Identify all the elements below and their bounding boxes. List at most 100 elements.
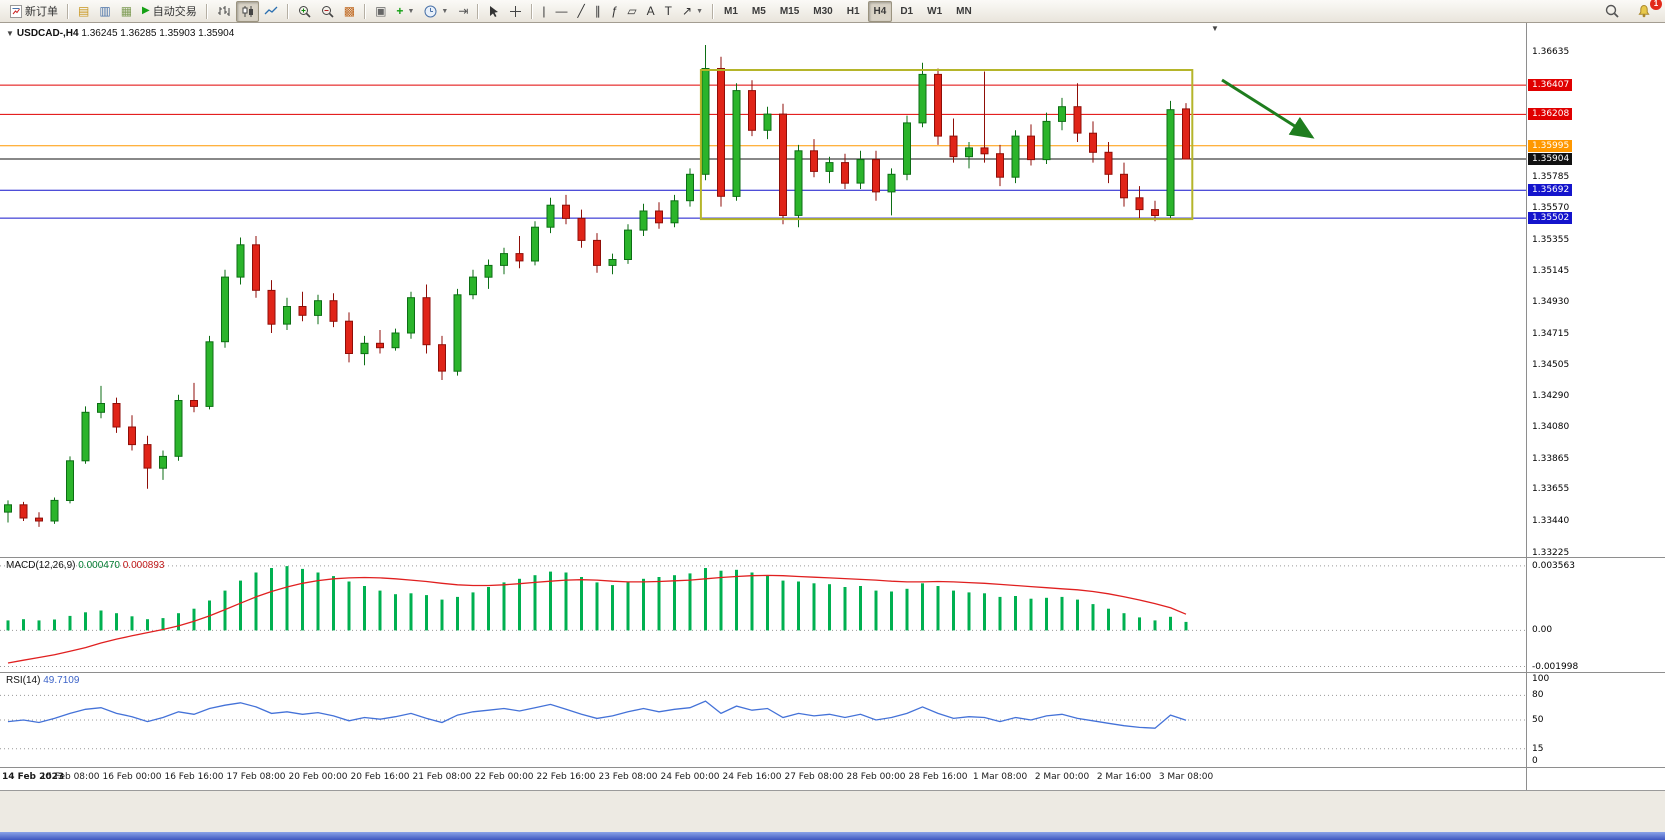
rsi-scale-tick: 0 bbox=[1532, 756, 1538, 766]
chart-ohlc-values: 1.36245 1.36285 1.35903 1.35904 bbox=[81, 28, 235, 39]
autotrading-label: 自动交易 bbox=[152, 6, 197, 18]
macd-signal-line bbox=[7, 574, 1187, 664]
macd-panel: 0.003563 0.00 -0.001998 MACD(12,26,9) 0.00… bbox=[0, 558, 1665, 672]
timeframe-button-h1[interactable]: H1 bbox=[846, 5, 860, 17]
timeframe-group: M1 M5 M15 M30 H1 H4 D1 W1 MN bbox=[718, 0, 978, 22]
one-click-trading-toggle[interactable]: ▼ bbox=[6, 29, 14, 38]
new-order-button[interactable]: 新订单 bbox=[5, 1, 63, 22]
trendline-tool[interactable]: ╱ bbox=[573, 1, 590, 22]
macd-name: MACD(12,26,9) bbox=[6, 560, 76, 571]
tile-windows-button[interactable]: ▣ bbox=[370, 1, 391, 22]
macd-label: MACD(12,26,9) 0.000470 0.000893 bbox=[6, 560, 164, 571]
crosshair-button[interactable] bbox=[504, 1, 527, 22]
market-watch-icon: ▤ bbox=[78, 4, 90, 18]
timeframe-button-mn[interactable]: MN bbox=[956, 5, 972, 17]
price-chart-canvas[interactable] bbox=[0, 23, 1526, 557]
rsi-scale-tick: 100 bbox=[1532, 674, 1550, 684]
cursor-button[interactable] bbox=[483, 1, 504, 22]
price-tick: 1.34080 bbox=[1532, 421, 1570, 432]
timeframe-button-m15[interactable]: M15 bbox=[779, 5, 800, 17]
time-axis-label: 22 Feb 00:00 bbox=[474, 772, 534, 782]
notifications-button[interactable]: 1 bbox=[1632, 0, 1662, 22]
time-axis-label: 28 Feb 00:00 bbox=[846, 772, 906, 782]
price-tick: 1.34505 bbox=[1532, 359, 1570, 370]
time-axis-label: 20 Feb 16:00 bbox=[350, 772, 410, 782]
time-axis-label: 27 Feb 08:00 bbox=[784, 772, 844, 782]
rsi-panel: 100 80 50 15 0 RSI(14) 49.7109 bbox=[0, 673, 1665, 767]
time-axis-label: 3 Mar 08:00 bbox=[1158, 772, 1214, 782]
text-tool[interactable]: A bbox=[642, 1, 660, 22]
macd-signal-value: 0.000893 bbox=[122, 560, 165, 571]
rsi-scale-tick: 15 bbox=[1532, 743, 1544, 754]
vertical-line-tool[interactable]: | bbox=[537, 1, 550, 22]
time-axis-label: 21 Feb 08:00 bbox=[412, 772, 472, 782]
timeframe-button-d1[interactable]: D1 bbox=[900, 5, 914, 17]
shapes-tool[interactable]: ▱ bbox=[622, 1, 641, 22]
zoom-in-button[interactable] bbox=[293, 1, 316, 22]
chart-shift-button[interactable]: ⇥ bbox=[453, 1, 473, 22]
price-tick: 1.34290 bbox=[1532, 391, 1570, 402]
panel-separator[interactable] bbox=[0, 557, 1665, 558]
terminal-button[interactable]: ▦ bbox=[116, 1, 137, 22]
toolbar-separator bbox=[531, 3, 534, 19]
label-tool[interactable]: T bbox=[660, 1, 677, 22]
price-line-badge: 1.36208 bbox=[1528, 108, 1573, 121]
period-button[interactable]: ▼ bbox=[419, 1, 453, 22]
horizontal-line-tool[interactable]: — bbox=[551, 1, 573, 22]
dropdown-arrow-icon: ▼ bbox=[441, 7, 449, 15]
chart-shift-marker[interactable]: ▼ bbox=[1211, 24, 1219, 33]
fibonacci-tool[interactable]: ƒ bbox=[606, 1, 623, 22]
panel-separator[interactable] bbox=[0, 672, 1665, 673]
tile-windows-icon: ▣ bbox=[375, 4, 387, 18]
price-tick: 1.35355 bbox=[1532, 234, 1570, 245]
price-line-badge: 1.35995 bbox=[1528, 139, 1573, 152]
rsi-canvas[interactable] bbox=[0, 673, 1526, 767]
time-axis-label: 23 Feb 08:00 bbox=[598, 772, 658, 782]
price-line-badge: 1.35692 bbox=[1528, 184, 1573, 197]
price-tick: 1.36635 bbox=[1532, 46, 1570, 57]
time-axis[interactable]: 14 Feb 2023 15 Feb 08:00 16 Feb 00:00 16 Fe… bbox=[0, 768, 1665, 790]
shapes-icon: ▱ bbox=[627, 4, 637, 18]
terminal-icon: ▦ bbox=[120, 4, 133, 18]
consolidation-box[interactable] bbox=[699, 69, 1194, 221]
macd-canvas[interactable] bbox=[0, 558, 1526, 672]
rsi-label: RSI(14) 49.7109 bbox=[6, 675, 79, 686]
status-bar bbox=[0, 832, 1665, 840]
bell-icon bbox=[1638, 4, 1650, 18]
ohlc-bars-chart-button[interactable] bbox=[212, 1, 236, 22]
timeframe-button-m5[interactable]: M5 bbox=[751, 5, 766, 17]
candlestick-chart-button[interactable] bbox=[235, 0, 259, 22]
trend-arrow[interactable] bbox=[1221, 78, 1315, 139]
bottom-panel bbox=[0, 790, 1665, 833]
macd-scale-tick: 0.00 bbox=[1532, 625, 1553, 636]
zoom-in-icon bbox=[298, 5, 311, 18]
time-axis-label: 17 Feb 08:00 bbox=[226, 772, 286, 782]
new-order-icon bbox=[10, 4, 22, 18]
panel-separator bbox=[0, 767, 1665, 768]
time-axis-label: 15 Feb 08:00 bbox=[40, 772, 100, 782]
macd-main-value: 0.000470 bbox=[78, 560, 120, 571]
navigator-button[interactable]: ▥ bbox=[94, 1, 115, 22]
line-chart-button[interactable] bbox=[259, 1, 283, 22]
timeframe-button-m1[interactable]: M1 bbox=[724, 5, 738, 17]
zoom-out-button[interactable] bbox=[316, 1, 339, 22]
timeframe-button-m30[interactable]: M30 bbox=[813, 5, 833, 17]
price-line-badge: 1.36407 bbox=[1528, 79, 1573, 92]
vertical-line-icon: | bbox=[542, 4, 546, 18]
channel-tool[interactable]: ∥ bbox=[590, 1, 606, 22]
add-indicator-button[interactable]: + ▼ bbox=[391, 1, 419, 22]
fibonacci-icon: ƒ bbox=[610, 4, 618, 18]
search-button[interactable] bbox=[1600, 1, 1624, 22]
time-axis-label: 2 Mar 16:00 bbox=[1096, 772, 1152, 782]
indicators-button[interactable]: ▩ bbox=[339, 1, 360, 22]
timeframe-button-h4[interactable]: H4 bbox=[867, 0, 893, 22]
arrows-tool[interactable]: ↗ ▼ bbox=[677, 1, 708, 22]
price-chart-panel: 1.36635 1.35785 1.35570 1.35355 1.35145 1.349… bbox=[0, 23, 1665, 558]
macd-scale-tick: -0.001998 bbox=[1532, 661, 1579, 672]
market-watch-button[interactable]: ▤ bbox=[73, 1, 94, 22]
toolbar: 新订单 ▤ ▥ ▦ ▶ 自动交易 ▩ ▣ + ▼ ▼ ⇥ | — ╱ ∥ ƒ ▱ … bbox=[0, 0, 1665, 23]
rsi-scale-tick: 80 bbox=[1532, 690, 1544, 701]
autotrading-button[interactable]: ▶ 自动交易 bbox=[137, 1, 202, 22]
timeframe-button-w1[interactable]: W1 bbox=[927, 5, 943, 17]
